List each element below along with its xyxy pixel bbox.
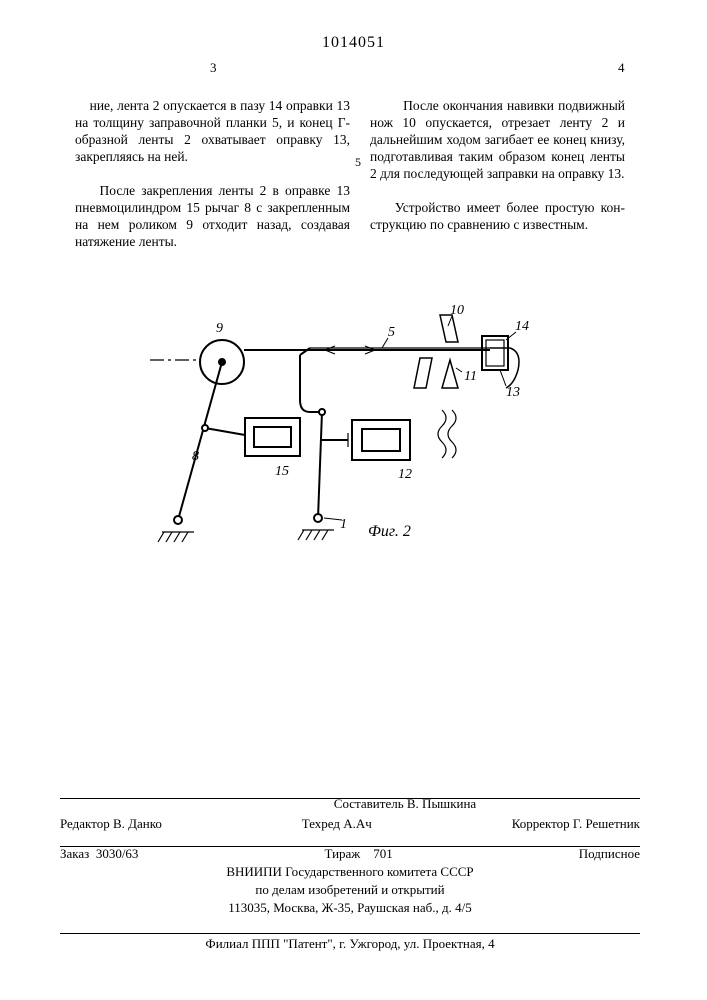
document-number: 1014051: [0, 34, 707, 52]
figure-caption: Фиг. 2: [368, 523, 411, 540]
label-11: 11: [464, 369, 477, 384]
diagram-svg: 9 8 15 5 10 11 14 13 12 1 Фиг. 2: [150, 300, 560, 560]
compiler: Составитель В. Пышкина: [334, 796, 476, 811]
right-p1: После окончания навивки подвижный нож 10…: [370, 98, 628, 181]
label-5: 5: [388, 325, 395, 340]
label-9: 9: [216, 321, 223, 336]
editor-block: Редактор В. Данко: [60, 815, 162, 833]
right-column: После окончания навивки подвижный нож 10…: [370, 80, 625, 250]
page-marker-left: 3: [210, 60, 217, 76]
label-12: 12: [398, 467, 412, 482]
left-p1: ние, лента 2 опускается в пазу 14 оправк…: [75, 98, 353, 164]
tech-block: Техред А.Ач: [302, 815, 372, 833]
label-15: 15: [275, 464, 289, 479]
footer-branch: Филиал ППП "Патент", г. Ужгород, ул. Про…: [60, 935, 640, 953]
label-10: 10: [450, 303, 464, 318]
rule-3: [60, 933, 640, 934]
page: 1014051 3 4 ние, лента 2 опускается в па…: [0, 0, 707, 1000]
left-p2: После закрепления ленты 2 в оправ­ке 13 …: [75, 183, 353, 249]
page-marker-right: 4: [618, 60, 625, 76]
org-line-2: по делам изобретений и открытий: [60, 881, 640, 899]
left-column: ние, лента 2 опускается в пазу 14 оправк…: [75, 80, 350, 267]
figure-2: 9 8 15 5 10 11 14 13 12 1 Фиг. 2: [150, 300, 560, 560]
order-block: Заказ 3030/63: [60, 845, 138, 863]
margin-marker-5: 5: [355, 155, 361, 170]
footer-credits: Составитель В. Пышкина Редактор В. Данко…: [60, 795, 640, 833]
subscription: Подписное: [579, 845, 640, 863]
addr-line: 113035, Москва, Ж-35, Раушская наб., д. …: [60, 899, 640, 917]
label-1: 1: [340, 517, 347, 532]
footer-order: Заказ 3030/63 Тираж 701 Подписное ВНИИПИ…: [60, 845, 640, 917]
label-8: 8: [192, 449, 199, 464]
corrector-block: Корректор Г. Решетник: [512, 815, 640, 833]
label-13: 13: [506, 385, 520, 400]
org-line-1: ВНИИПИ Государственного комитета СССР: [60, 863, 640, 881]
label-14: 14: [515, 319, 529, 334]
tirazh-block: Тираж 701: [324, 845, 392, 863]
right-p2: Устройство имеет более простую кон­струк…: [370, 200, 625, 232]
